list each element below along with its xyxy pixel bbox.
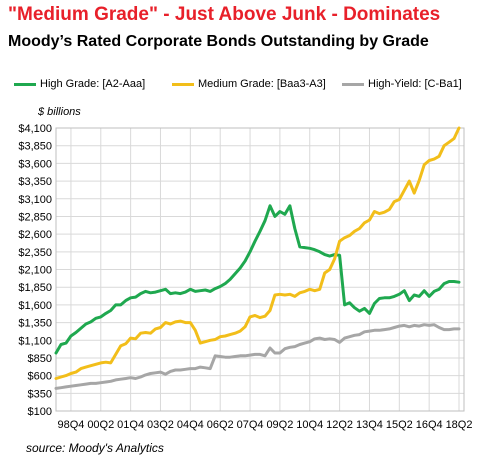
plot-area-border [55, 127, 465, 412]
x-tick-label: 16Q4 [416, 419, 443, 431]
series-line-medium-grade [54, 126, 461, 380]
x-tick-label: 18Q2 [446, 419, 473, 431]
chart-subtitle: Moody’s Rated Corporate Bonds Outstandin… [8, 33, 429, 50]
y-tick-label: $1,850 [18, 282, 52, 294]
legend-label-high-grade: High Grade: [A2-Aaa] [40, 78, 146, 90]
chart-title: "Medium Grade" - Just Above Junk - Domin… [8, 4, 441, 25]
x-tick-label: 09Q2 [266, 419, 293, 431]
series-line-high-grade [54, 204, 461, 355]
y-tick-label: $1,600 [18, 300, 52, 312]
unit-label: $ billions [38, 106, 81, 118]
y-tick-label: $3,100 [18, 194, 52, 206]
legend-item-medium-grade: Medium Grade: [Baa3-A3] [172, 78, 326, 90]
y-tick-label: $100 [28, 406, 52, 418]
x-tick-label: 07Q4 [237, 419, 264, 431]
legend: High Grade: [A2-Aaa] Medium Grade: [Baa3… [0, 78, 478, 94]
x-tick-label: 98Q4 [57, 419, 84, 431]
legend-item-high-grade: High Grade: [A2-Aaa] [14, 78, 145, 90]
y-tick-label: $2,100 [18, 265, 52, 277]
x-tick-label: 06Q2 [207, 419, 234, 431]
x-tick-label: 10Q4 [296, 419, 323, 431]
x-tick-label: 04Q4 [177, 419, 204, 431]
y-tick-label: $1,350 [18, 318, 52, 330]
series-line-high-yield [54, 323, 461, 390]
legend-label-high-yield: High-Yield: [C-Ba1] [368, 78, 462, 90]
y-tick-label: $2,350 [18, 247, 52, 259]
y-tick-label: $3,350 [18, 176, 52, 188]
y-tick-label: $3,850 [18, 141, 52, 153]
legend-label-medium-grade: Medium Grade: [Baa3-A3] [198, 78, 326, 90]
legend-swatch-medium-grade [172, 82, 194, 86]
source-note: source: Moody's Analytics [26, 441, 164, 455]
x-tick-label: 01Q4 [117, 419, 144, 431]
y-tick-label: $1,100 [18, 335, 52, 347]
x-tick-label: 03Q2 [147, 419, 174, 431]
x-tick-label: 00Q2 [87, 419, 114, 431]
legend-item-high-yield: High-Yield: [C-Ba1] [342, 78, 462, 90]
x-tick-label: 12Q2 [326, 419, 353, 431]
y-tick-label: $2,850 [18, 211, 52, 223]
y-tick-label: $3,600 [18, 158, 52, 170]
y-tick-label: $4,100 [18, 123, 52, 135]
y-tick-label: $350 [28, 388, 52, 400]
x-tick-label: 13Q4 [356, 419, 383, 431]
y-tick-label: $2,600 [18, 229, 52, 241]
y-tick-label: $600 [28, 371, 52, 383]
x-tick-label: 15Q2 [386, 419, 413, 431]
y-tick-label: $850 [28, 353, 52, 365]
legend-swatch-high-grade [14, 82, 36, 86]
legend-swatch-high-yield [342, 82, 364, 86]
